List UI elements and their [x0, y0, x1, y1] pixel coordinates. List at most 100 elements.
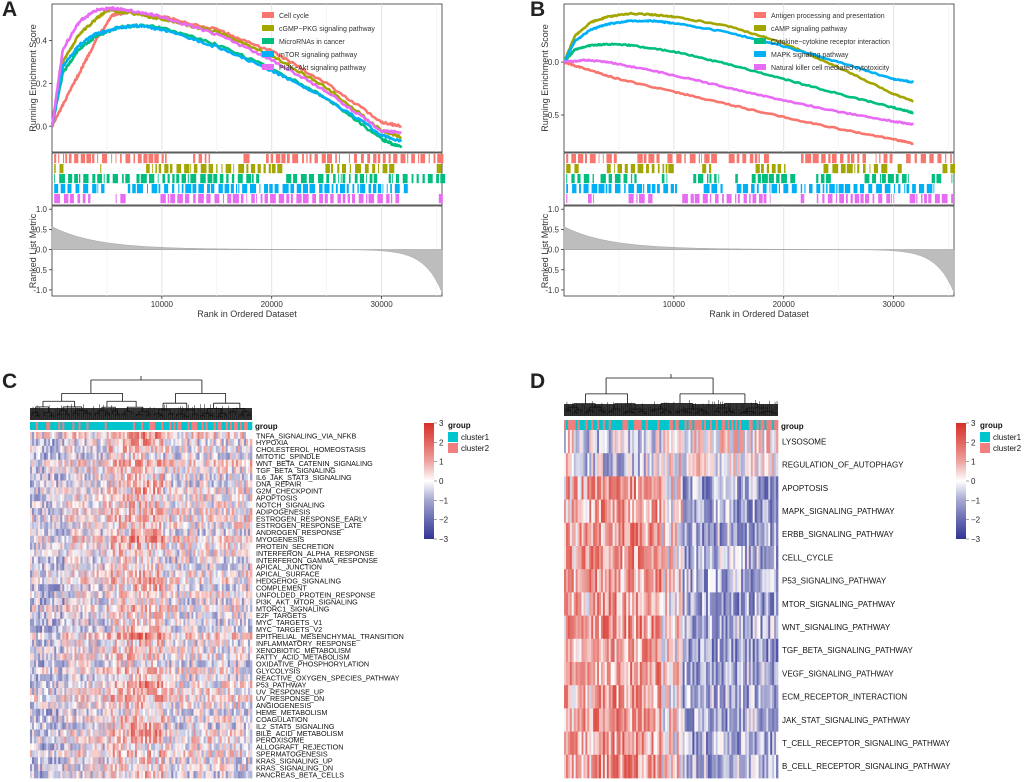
heat-cell: [62, 459, 65, 467]
heat-cell: [86, 646, 89, 654]
group-cell: [241, 422, 245, 430]
heat-cell: [143, 577, 146, 585]
heat-cell: [132, 563, 136, 571]
legend-swatch: [262, 25, 274, 31]
heat-cell: [128, 611, 132, 620]
heat-cell: [92, 515, 95, 523]
ranked-metric-area: [51, 226, 443, 293]
heat-cell: [239, 432, 243, 440]
heat-cell: [157, 515, 160, 523]
heat-cell: [141, 549, 144, 557]
heat-cell: [120, 667, 124, 675]
heat-cell: [126, 570, 130, 578]
heat-cell: [132, 487, 136, 495]
heat-cell: [161, 577, 164, 585]
heat-cell: [94, 563, 97, 571]
heat-cell: [102, 605, 106, 613]
heat-cell: [193, 549, 196, 557]
heat-cell: [30, 625, 33, 634]
heat-cell: [106, 639, 110, 647]
heat-cell: [74, 618, 77, 627]
heat-cell: [132, 473, 136, 481]
hit-bar: [933, 184, 935, 194]
heat-cell: [100, 473, 104, 481]
heat-cell: [84, 459, 87, 467]
heat-cell: [243, 521, 247, 530]
heat-cell: [161, 480, 164, 488]
heat-cell: [120, 563, 124, 571]
heat-cell: [116, 618, 120, 627]
hit-bar: [83, 184, 89, 194]
heat-cell: [30, 653, 33, 661]
heat-cell: [92, 494, 95, 502]
heat-cell: [134, 591, 138, 599]
heat-cell: [171, 528, 174, 537]
heat-cell: [38, 549, 41, 557]
heat-cell: [151, 584, 154, 592]
heat-cell: [189, 473, 192, 481]
heat-cell: [40, 535, 43, 544]
heat-cell: [54, 521, 57, 530]
heat-cell: [177, 660, 180, 668]
heat-cell: [130, 653, 134, 661]
heat-cell: [227, 605, 231, 613]
heat-cell: [241, 487, 245, 495]
legend-label: MAPK signaling pathway: [771, 52, 849, 59]
heat-cell: [201, 570, 204, 578]
heat-cell: [187, 501, 190, 509]
heat-cell: [217, 528, 221, 537]
heat-cell: [203, 598, 206, 606]
heat-cell: [126, 515, 130, 523]
heat-cell: [104, 625, 108, 634]
heat-cell: [88, 521, 91, 530]
heat-cell: [197, 445, 200, 454]
heat-cell: [219, 542, 223, 550]
heat-cell: [209, 487, 212, 495]
heat-cell: [136, 480, 140, 488]
heat-cell: [40, 611, 43, 620]
group-cell: [155, 422, 158, 430]
heat-cell: [30, 681, 33, 689]
heat-cell: [68, 681, 71, 689]
heat-cell: [68, 542, 71, 550]
heat-cell: [227, 528, 231, 537]
heat-cell: [44, 611, 47, 620]
group-cell: [128, 422, 132, 430]
hit-bar: [54, 154, 57, 164]
heat-cell: [30, 501, 33, 509]
heat-cell: [243, 508, 247, 516]
heat-cell: [56, 667, 59, 675]
heat-cell: [134, 528, 138, 537]
heat-cell: [147, 611, 150, 620]
heat-cell: [36, 646, 39, 654]
hit-bar: [263, 164, 266, 174]
heat-cell: [171, 535, 174, 544]
heat-cell: [66, 487, 69, 495]
hit-bar: [236, 184, 238, 194]
heat-cell: [207, 501, 210, 509]
heat-cell: [138, 549, 142, 557]
heat-cell: [34, 432, 37, 440]
heat-cell: [132, 438, 136, 447]
heat-cell: [30, 577, 33, 585]
heat-cell: [161, 646, 164, 654]
heat-cell: [124, 660, 128, 668]
heat-cell: [96, 501, 99, 509]
heat-cell: [128, 521, 132, 530]
heat-cell: [40, 501, 43, 509]
heat-cell: [52, 542, 55, 550]
heat-cell: [157, 632, 160, 640]
heat-cell: [110, 501, 114, 509]
heat-cell: [64, 459, 67, 467]
hit-bar: [352, 194, 356, 204]
heat-cell: [187, 584, 190, 592]
heat-cell: [46, 584, 49, 592]
heat-cell: [62, 445, 65, 454]
heat-cell: [102, 432, 106, 440]
heat-cell: [217, 432, 221, 440]
hit-bar: [264, 194, 268, 204]
heat-cell: [34, 598, 37, 606]
heat-cell: [173, 646, 176, 654]
heat-cell: [70, 667, 73, 675]
heat-cell: [189, 611, 192, 620]
